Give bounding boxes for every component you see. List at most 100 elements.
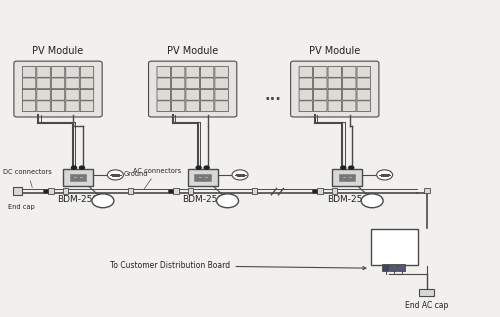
FancyBboxPatch shape [37,89,51,100]
Text: DC connectors: DC connectors [3,169,52,187]
Bar [48,189,54,194]
FancyBboxPatch shape [215,67,228,77]
FancyBboxPatch shape [172,101,185,112]
Circle shape [204,166,209,169]
Circle shape [196,166,201,169]
Text: PV Module: PV Module [309,46,360,56]
Text: BDM-250: BDM-250 [326,195,368,204]
Bar [332,169,362,186]
Bar [172,189,178,194]
Bar [13,187,22,195]
Circle shape [348,166,354,169]
Text: End AC cap: End AC cap [406,301,448,309]
FancyBboxPatch shape [66,101,80,112]
FancyBboxPatch shape [200,78,214,89]
Bar [188,169,218,186]
Bar [424,188,430,193]
FancyBboxPatch shape [80,101,94,112]
FancyBboxPatch shape [148,61,237,117]
FancyBboxPatch shape [342,67,356,77]
Circle shape [108,170,124,180]
FancyBboxPatch shape [215,101,228,112]
Bar [128,189,133,194]
FancyBboxPatch shape [342,78,356,89]
Bar [382,264,389,271]
FancyBboxPatch shape [157,78,170,89]
FancyBboxPatch shape [186,101,200,112]
Bar [194,174,211,181]
Text: PV Module: PV Module [32,46,84,56]
Bar [63,189,68,194]
Text: AC connectors: AC connectors [133,168,181,189]
Bar [43,190,48,193]
FancyBboxPatch shape [186,67,200,77]
FancyBboxPatch shape [37,101,51,112]
Circle shape [232,170,248,180]
Circle shape [340,166,345,169]
Bar [339,174,355,181]
FancyBboxPatch shape [52,101,65,112]
FancyBboxPatch shape [66,89,80,100]
Circle shape [361,194,383,208]
Circle shape [92,194,114,208]
Text: To Customer Distribution Board: To Customer Distribution Board [110,261,366,270]
Circle shape [80,166,84,169]
Bar [390,264,397,271]
Bar [168,190,172,193]
FancyBboxPatch shape [314,78,327,89]
FancyBboxPatch shape [14,61,102,117]
FancyBboxPatch shape [299,67,312,77]
FancyBboxPatch shape [290,61,379,117]
FancyBboxPatch shape [357,89,370,100]
FancyBboxPatch shape [157,67,170,77]
FancyBboxPatch shape [66,78,80,89]
FancyBboxPatch shape [52,78,65,89]
FancyBboxPatch shape [80,78,94,89]
FancyBboxPatch shape [52,89,65,100]
FancyBboxPatch shape [314,67,327,77]
FancyBboxPatch shape [80,67,94,77]
FancyBboxPatch shape [314,101,327,112]
Text: BDM-250: BDM-250 [182,195,223,204]
FancyBboxPatch shape [80,89,94,100]
Circle shape [216,194,238,208]
FancyBboxPatch shape [186,78,200,89]
Text: BDM-250: BDM-250 [58,195,98,204]
FancyBboxPatch shape [357,78,370,89]
FancyBboxPatch shape [215,78,228,89]
FancyBboxPatch shape [172,89,185,100]
Bar [371,229,418,265]
FancyBboxPatch shape [342,89,356,100]
FancyBboxPatch shape [328,67,342,77]
FancyBboxPatch shape [314,89,327,100]
FancyBboxPatch shape [200,67,214,77]
Text: Junction
Box: Junction Box [376,234,413,254]
FancyBboxPatch shape [299,78,312,89]
Text: ...: ... [264,88,281,103]
FancyBboxPatch shape [37,67,51,77]
FancyBboxPatch shape [328,101,342,112]
Bar [398,264,405,271]
FancyBboxPatch shape [299,101,312,112]
Bar [70,174,86,181]
FancyBboxPatch shape [37,78,51,89]
FancyBboxPatch shape [299,89,312,100]
FancyBboxPatch shape [328,89,342,100]
FancyBboxPatch shape [215,89,228,100]
FancyBboxPatch shape [200,101,214,112]
Bar [312,190,318,193]
FancyBboxPatch shape [172,78,185,89]
Circle shape [376,170,392,180]
Bar [252,189,258,194]
Bar [332,189,338,194]
FancyBboxPatch shape [22,67,36,77]
FancyBboxPatch shape [200,89,214,100]
Text: Ground: Ground [124,171,148,177]
FancyBboxPatch shape [328,78,342,89]
Text: PV Module: PV Module [167,46,218,56]
Bar [318,189,324,194]
FancyBboxPatch shape [157,101,170,112]
FancyBboxPatch shape [357,101,370,112]
Bar [188,189,192,194]
FancyBboxPatch shape [357,67,370,77]
